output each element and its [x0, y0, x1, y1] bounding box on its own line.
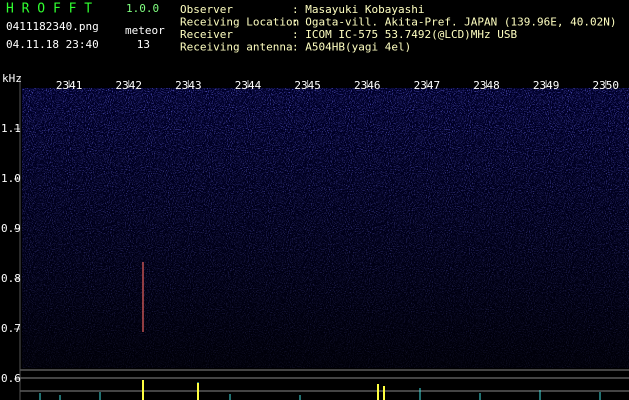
spectrogram-fade [22, 88, 629, 368]
y-tick-label: 1.0 [1, 172, 21, 185]
date-time: 04.11.18 23:40 [6, 38, 99, 51]
y-tick-label: 0.7 [1, 322, 21, 335]
app-version: 1.0.0 [126, 2, 159, 15]
info-value: : Masayuki Kobayashi [292, 3, 424, 16]
info-value: : Ogata-vill. Akita-Pref. JAPAN (139.96E… [292, 16, 617, 29]
x-tick-label: 2341 [56, 79, 83, 92]
x-tick-label: 2343 [175, 79, 202, 92]
meteor-label: meteor [125, 24, 165, 37]
echo-strip-strong [142, 380, 385, 400]
x-tick-label: 2346 [354, 79, 381, 92]
y-tick-label: 0.6 [1, 372, 21, 385]
x-tick-label: 2344 [235, 79, 262, 92]
x-tick-label: 2342 [115, 79, 142, 92]
meteor-count: 13 [137, 38, 150, 51]
x-tick-label: 2350 [592, 79, 619, 92]
info-label: Receiving Location [180, 16, 299, 29]
file-name: 0411182340.png [6, 20, 99, 33]
y-tick-label: 0.8 [1, 272, 21, 285]
y-unit: kHz [2, 72, 22, 85]
y-tick-label: 1.1 [1, 122, 21, 135]
info-value: : A504HB(yagi 4el) [292, 41, 411, 54]
x-tick-label: 2345 [294, 79, 321, 92]
x-tick-label: 2348 [473, 79, 500, 92]
x-tick-label: 2349 [533, 79, 560, 92]
info-label: Observer [180, 3, 233, 16]
info-value: : ICOM IC-575 53.7492(@LCD)MHz USB [292, 28, 518, 41]
app-name: H R O F F T [6, 2, 92, 17]
x-tick-label: 2347 [414, 79, 441, 92]
info-label: Receiver [180, 28, 233, 41]
y-tick-label: 0.9 [1, 222, 21, 235]
info-label: Receiving antenna [180, 41, 293, 54]
